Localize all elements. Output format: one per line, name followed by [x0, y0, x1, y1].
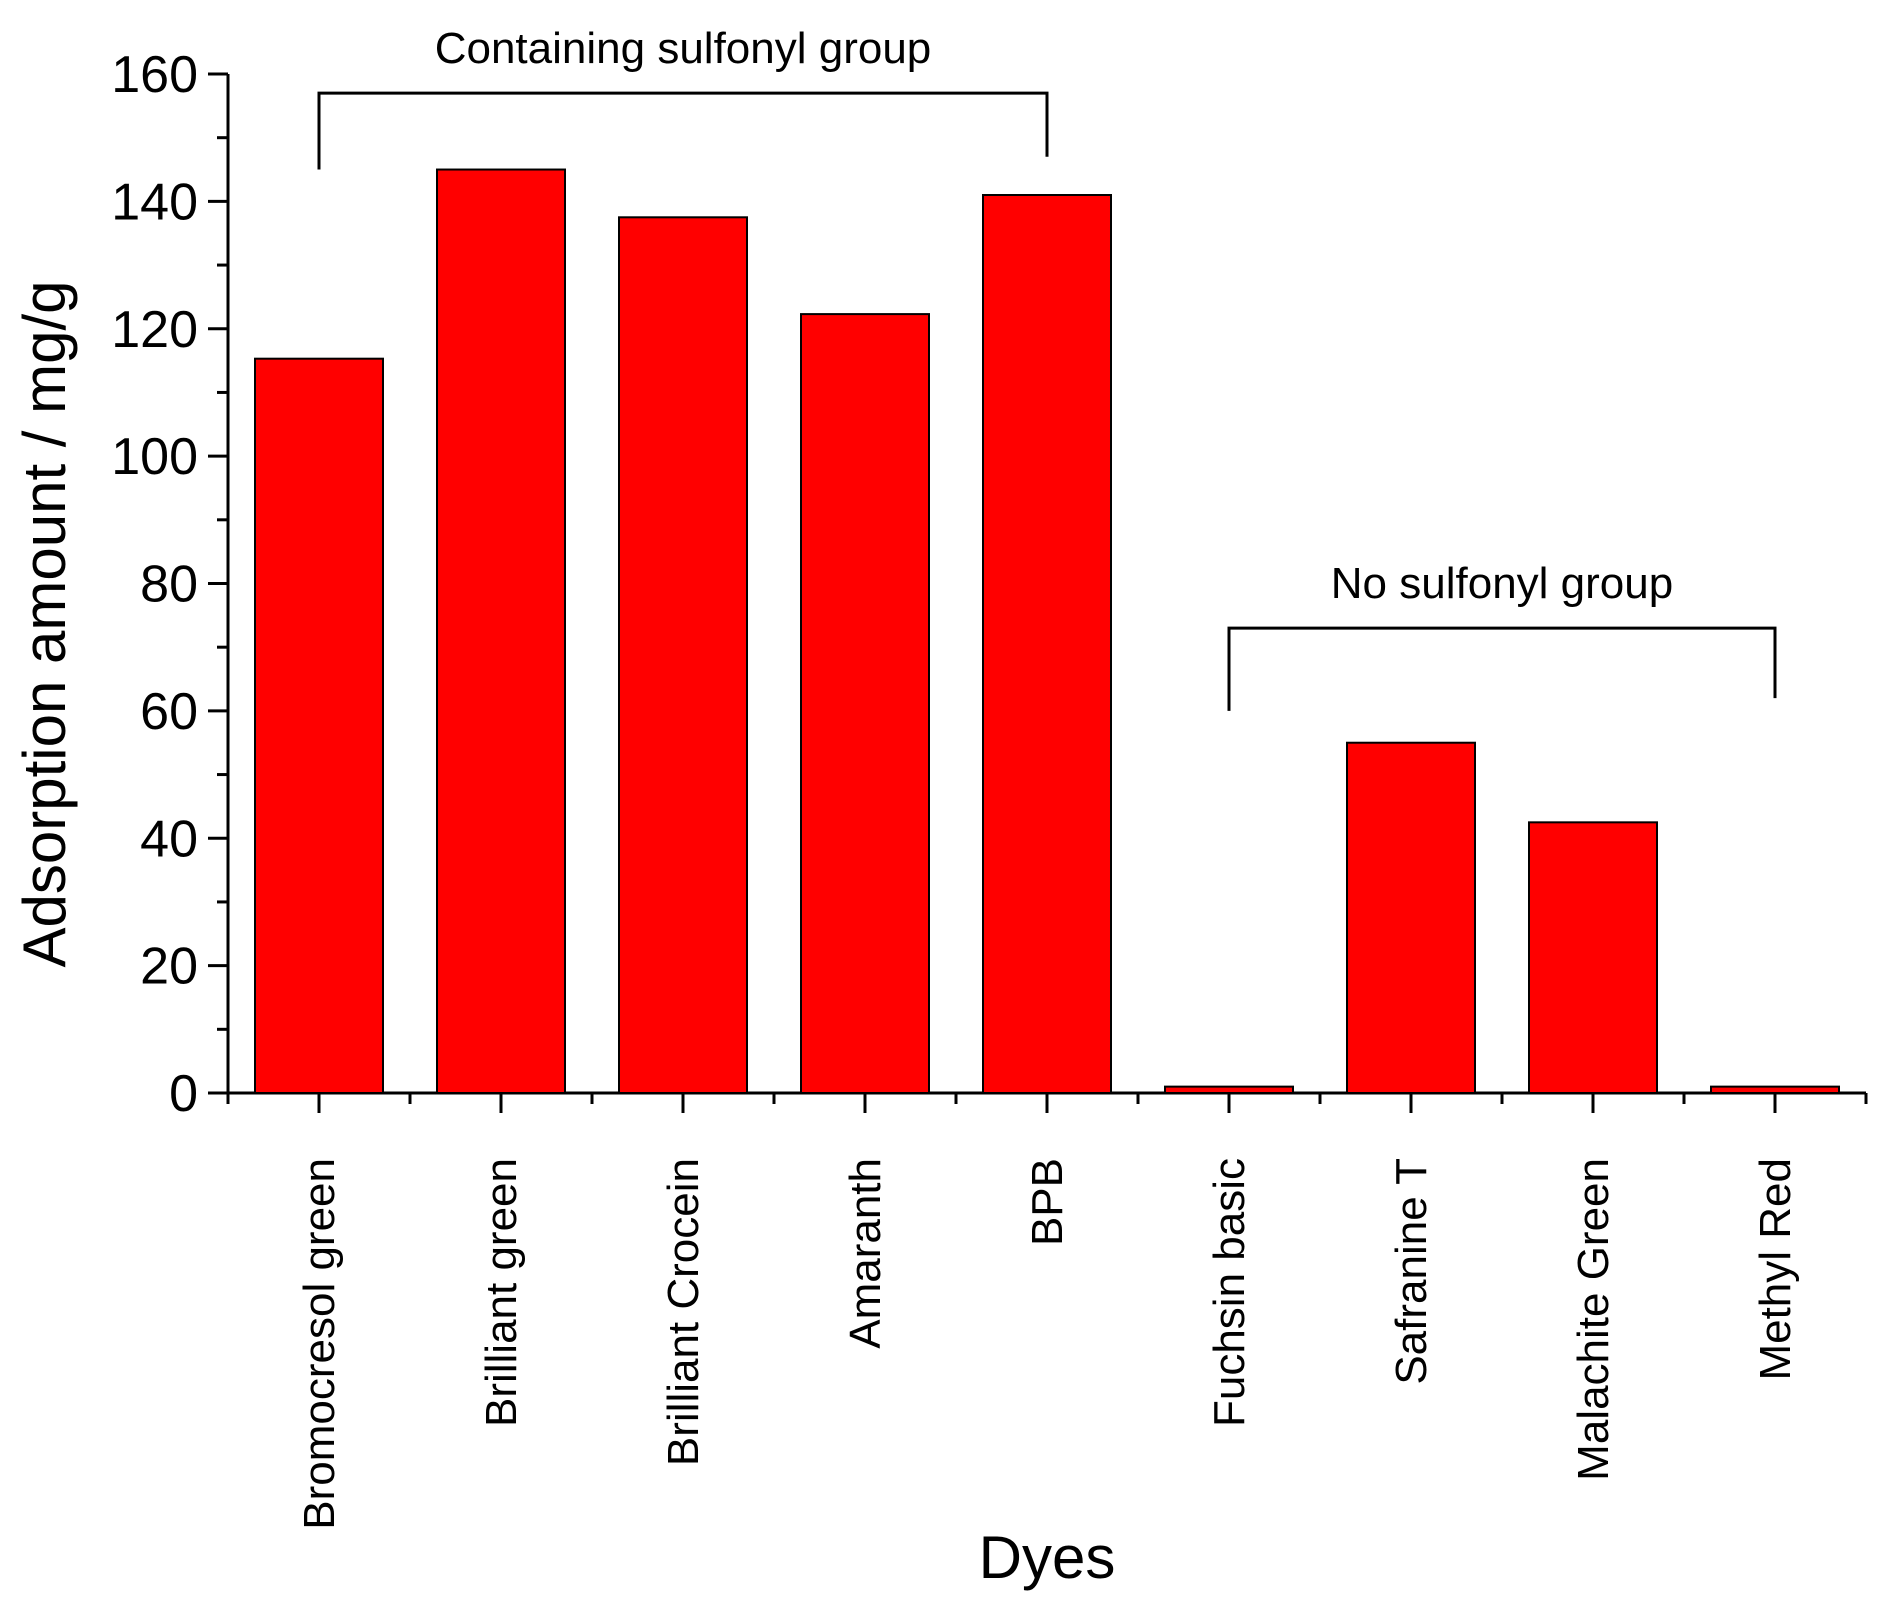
x-tick-label: Amaranth [841, 1158, 890, 1349]
x-tick-label: Brilliant Crocein [659, 1158, 708, 1466]
bar [800, 313, 930, 1094]
x-tick-label: BPB [1023, 1158, 1072, 1246]
bar [618, 216, 748, 1094]
x-tick-label: Malachite Green [1569, 1158, 1618, 1481]
group-label: No sulfonyl group [1331, 559, 1673, 608]
group-brackets: Containing sulfonyl group No sulfonyl gro… [317, 24, 1777, 711]
x-tick-label: Brilliant green [477, 1158, 526, 1427]
x-axis-title: Dyes [979, 1524, 1116, 1591]
x-tick-label: Methyl Red [1751, 1158, 1800, 1381]
bar [1346, 741, 1476, 1094]
y-tick-label: 100 [111, 428, 198, 486]
y-tick-label: 20 [140, 938, 198, 996]
axes: 0 20 40 60 80 100 120 140 160 Bromocresol green Br… [111, 46, 1868, 1530]
y-tick-label: 80 [140, 556, 198, 614]
x-tick-label: Bromocresol green [295, 1158, 344, 1530]
bar [1164, 1085, 1294, 1094]
group-bracket [1227, 626, 1777, 711]
bars [254, 168, 1840, 1095]
bar [982, 194, 1112, 1095]
bar [254, 357, 384, 1095]
y-tick-label: 60 [140, 683, 198, 741]
y-tick-label: 160 [111, 46, 198, 104]
y-axis-title: Adsorption amount / mg/g [11, 280, 78, 967]
y-tick-label: 0 [169, 1065, 198, 1123]
bar [1528, 821, 1658, 1094]
group-label: Containing sulfonyl group [435, 24, 932, 73]
y-tick-label: 40 [140, 810, 198, 868]
bar [1710, 1085, 1840, 1094]
y-tick-label: 140 [111, 173, 198, 231]
y-tick-label: 120 [111, 301, 198, 359]
x-tick-label: Fuchsin basic [1205, 1158, 1254, 1427]
x-tick-label: Safranine T [1387, 1158, 1436, 1385]
group-bracket [317, 91, 1049, 170]
bar [436, 168, 566, 1094]
